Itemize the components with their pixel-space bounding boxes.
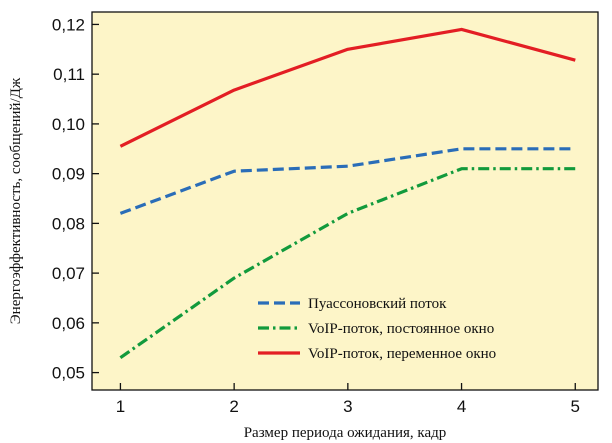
plot-frame [91,11,599,391]
x-tick-label: 2 [229,397,238,416]
x-tick-label: 1 [116,397,125,416]
y-tick-label: 0,05 [52,364,85,383]
series-line-2 [119,167,576,360]
series-line-1 [119,147,576,215]
y-axis-title: Энергоэффективность, сообщений/Дж [8,77,24,324]
legend-label-1: Пуассоновский поток [308,296,447,312]
legend-label-2: VoIP-поток, постоянное окно [308,321,494,337]
y-tick-label: 0,12 [52,15,85,34]
x-tick-label: 3 [343,397,352,416]
y-tick-label: 0,09 [52,165,85,184]
ticks-layer: 0,05 0,06 0,07 0,08 0,09 0,10 0,11 0,12 1 2 3 4 5 [52,15,580,416]
legend: Пуассоновский поток VoIP-поток, постоянно… [258,296,496,362]
x-axis-title: Размер периода ожидания, кадр [244,425,447,441]
y-tick-label: 0,08 [52,214,85,233]
y-tick-label: 0,07 [52,264,85,283]
series-layer [119,27,576,360]
series-line-3 [119,27,576,148]
y-tick-label: 0,10 [52,115,85,134]
x-tick-label: 5 [571,397,580,416]
y-tick-label: 0,11 [53,65,85,84]
x-tick-label: 4 [457,397,466,416]
plot-area [92,12,598,390]
legend-label-3: VoIP-поток, переменное окно [308,346,496,362]
y-tick-label: 0,06 [52,314,85,333]
